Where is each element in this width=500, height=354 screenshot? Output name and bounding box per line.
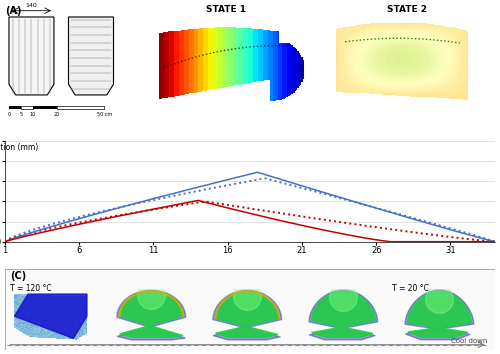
Text: STATE 2: STATE 2 bbox=[387, 5, 427, 14]
Text: T = 120 °C: T = 120 °C bbox=[10, 284, 51, 293]
Legend: State 1- FEA, State 1- Measured, State 2- Measured, State 2- FEA: State 1- FEA, State 1- Measured, State 2… bbox=[94, 269, 406, 280]
Text: T = 20 °C: T = 20 °C bbox=[392, 284, 429, 293]
FancyBboxPatch shape bbox=[6, 269, 494, 350]
Text: Position (mm): Position (mm) bbox=[0, 143, 38, 152]
Text: STATE 1: STATE 1 bbox=[206, 5, 246, 14]
Text: (A): (A) bbox=[6, 6, 22, 16]
Text: (C): (C) bbox=[10, 272, 26, 281]
Text: Cool down: Cool down bbox=[452, 338, 488, 344]
